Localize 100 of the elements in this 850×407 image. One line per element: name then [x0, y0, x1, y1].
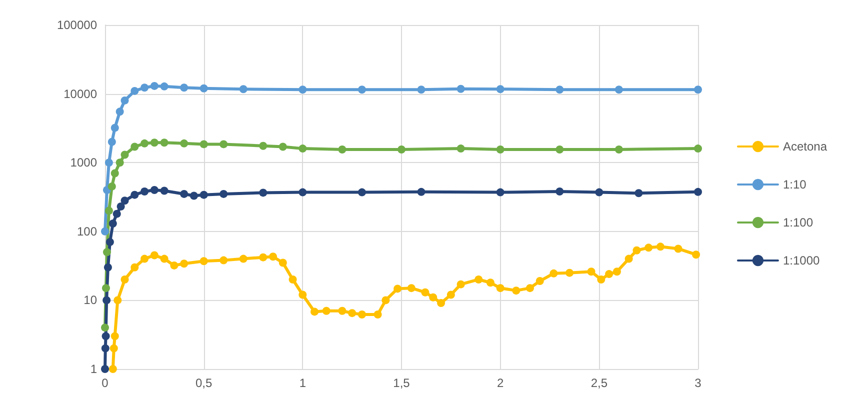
point	[130, 86, 139, 95]
point	[108, 138, 116, 146]
point	[614, 86, 623, 94]
point	[170, 261, 178, 270]
point	[200, 84, 208, 92]
point	[474, 275, 483, 284]
point	[190, 192, 198, 200]
point	[382, 296, 390, 304]
point	[101, 227, 109, 236]
point	[394, 284, 402, 293]
point	[496, 85, 504, 94]
point	[269, 252, 278, 261]
point	[605, 270, 614, 278]
point	[130, 142, 139, 151]
point	[102, 248, 111, 256]
point	[298, 290, 307, 299]
point	[150, 138, 158, 147]
point	[644, 244, 653, 252]
point	[114, 296, 122, 304]
point	[278, 142, 287, 151]
point	[180, 260, 188, 268]
point	[298, 144, 307, 153]
point	[120, 150, 129, 159]
point	[614, 146, 623, 154]
point	[110, 124, 119, 132]
point	[101, 365, 109, 373]
point	[220, 140, 228, 148]
point	[180, 139, 188, 148]
point	[556, 146, 564, 154]
point	[612, 268, 621, 276]
point	[656, 242, 664, 251]
point	[437, 299, 446, 308]
point	[550, 269, 558, 278]
point	[150, 82, 158, 90]
point	[112, 210, 121, 218]
point	[496, 188, 504, 196]
point	[597, 275, 606, 284]
y-tick-label: 10	[84, 293, 98, 308]
point	[526, 284, 534, 292]
point	[288, 275, 297, 284]
y-tick-label: 10000	[64, 86, 98, 101]
point	[140, 84, 149, 92]
legend-label: 1:10	[782, 178, 807, 192]
x-tick-label: 2,5	[590, 376, 608, 390]
point	[104, 158, 113, 167]
point	[110, 344, 118, 352]
point	[421, 288, 430, 296]
point	[595, 188, 604, 196]
point	[239, 85, 248, 94]
point	[110, 169, 119, 178]
point	[110, 332, 119, 340]
point	[407, 284, 416, 292]
point	[512, 286, 520, 295]
point	[120, 275, 129, 284]
x-tick-label: 1	[299, 376, 306, 390]
point	[429, 293, 438, 302]
point	[239, 254, 248, 263]
point	[102, 284, 110, 292]
point	[298, 188, 307, 196]
point	[456, 144, 465, 153]
point	[496, 146, 504, 154]
point	[259, 188, 268, 197]
point	[116, 158, 124, 167]
point	[358, 188, 366, 196]
point	[456, 280, 465, 288]
point	[446, 290, 455, 299]
point	[259, 253, 268, 262]
point	[116, 108, 124, 116]
point	[632, 246, 641, 254]
legend-label: 1:100	[782, 216, 814, 230]
point	[566, 268, 574, 277]
point	[102, 296, 111, 304]
point	[398, 146, 406, 154]
point	[486, 278, 494, 287]
point	[150, 251, 158, 260]
y-tick-label: 100	[76, 224, 98, 238]
point	[694, 188, 702, 196]
point	[496, 284, 504, 292]
x-tick-label: 2	[496, 376, 504, 390]
point	[692, 250, 700, 259]
point	[180, 190, 188, 198]
point	[140, 139, 149, 148]
point	[180, 84, 188, 92]
point	[101, 324, 109, 332]
point	[338, 146, 346, 154]
point	[694, 144, 702, 153]
legend-label: Acetona	[782, 140, 828, 154]
point	[120, 196, 129, 205]
point	[101, 344, 110, 352]
point	[417, 188, 426, 196]
point	[358, 86, 366, 94]
point	[220, 190, 228, 198]
point	[106, 238, 114, 246]
point	[120, 96, 129, 104]
point	[108, 365, 117, 373]
point	[160, 82, 168, 90]
point	[150, 186, 158, 194]
point	[674, 244, 682, 253]
point	[338, 306, 346, 315]
point	[417, 86, 426, 94]
